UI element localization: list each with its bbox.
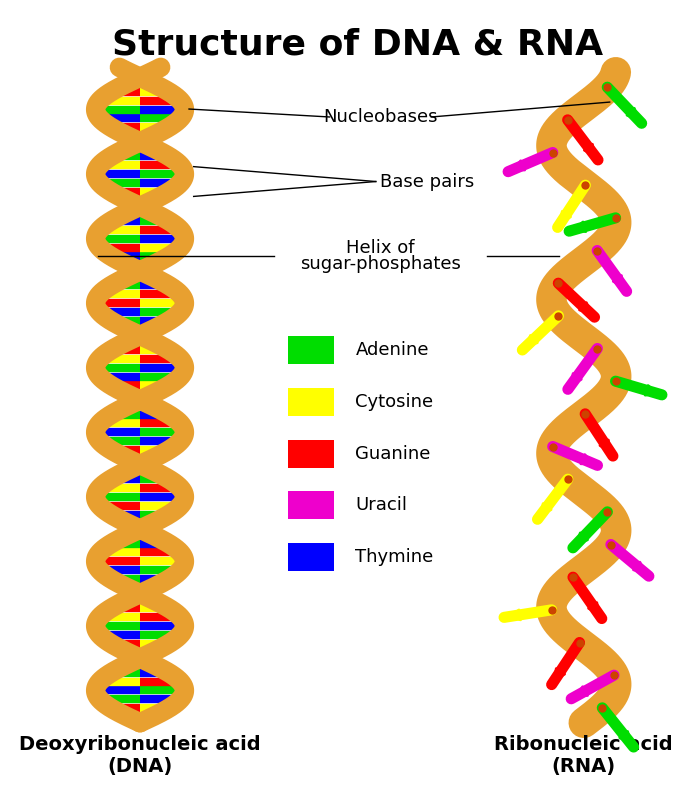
Bar xyxy=(288,337,334,364)
Text: Guanine: Guanine xyxy=(355,445,430,462)
Text: Structure of DNA & RNA: Structure of DNA & RNA xyxy=(112,28,603,62)
Text: Helix of: Helix of xyxy=(346,239,415,257)
Text: Nucleobases: Nucleobases xyxy=(323,108,437,126)
Text: Base pairs: Base pairs xyxy=(381,173,475,190)
Text: Deoxyribonucleic acid
(DNA): Deoxyribonucleic acid (DNA) xyxy=(19,735,261,776)
Text: Adenine: Adenine xyxy=(355,342,429,359)
Bar xyxy=(288,440,334,467)
Bar xyxy=(288,543,334,571)
Text: Ribonucleic acid
(RNA): Ribonucleic acid (RNA) xyxy=(495,735,673,776)
Text: Thymine: Thymine xyxy=(355,548,434,566)
Text: sugar-phosphates: sugar-phosphates xyxy=(300,255,461,273)
Text: Cytosine: Cytosine xyxy=(355,393,433,411)
Text: Uracil: Uracil xyxy=(355,496,408,514)
Bar xyxy=(288,388,334,416)
Bar xyxy=(288,491,334,519)
